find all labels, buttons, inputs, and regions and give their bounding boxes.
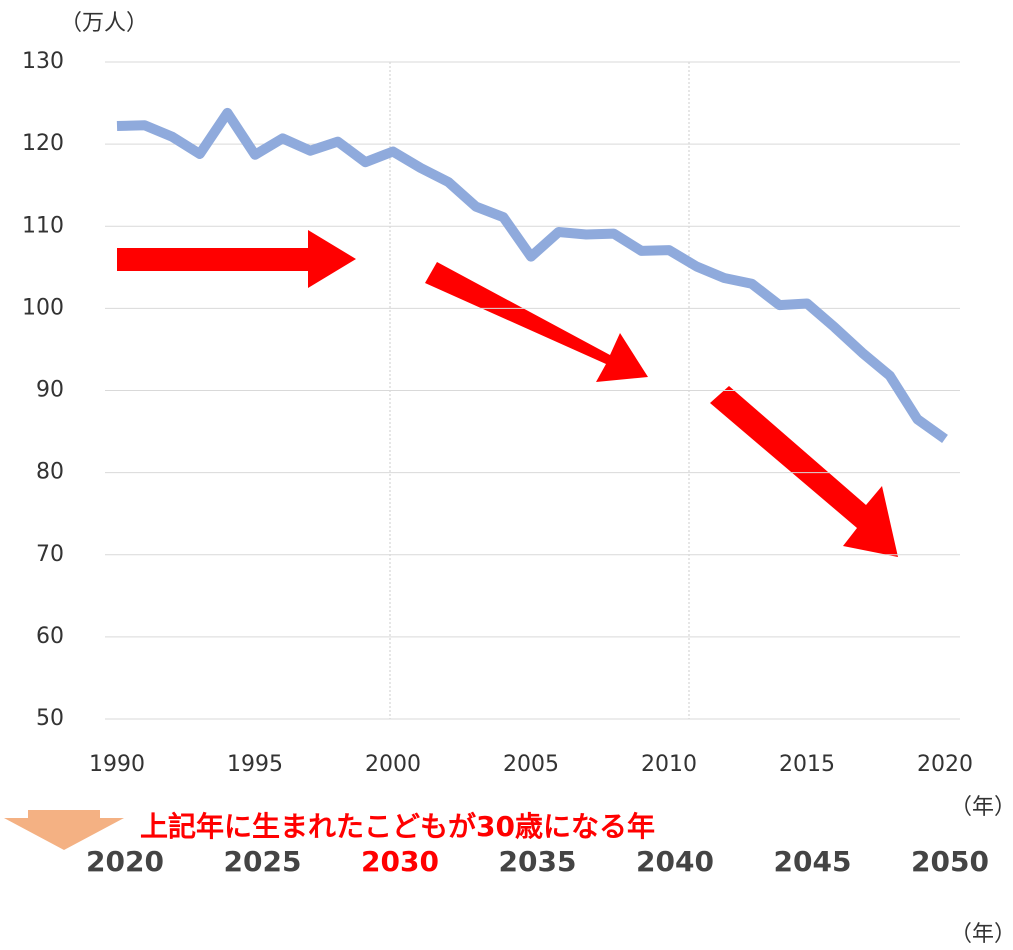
line	[116, 107, 948, 444]
secondary-label: 2030	[361, 845, 439, 878]
x-tick-label: 2000	[365, 752, 421, 777]
annotation: 上記年に生まれたこどもが30歳になる年	[140, 810, 655, 843]
arrow	[117, 230, 356, 288]
secondary-label: 2020	[86, 845, 164, 878]
x-tick-label: 2015	[779, 752, 835, 777]
secondary-label: 2035	[499, 845, 577, 878]
x-unit: （年）	[950, 795, 1013, 820]
x-tick-label: 2010	[641, 752, 697, 777]
x-tick-label: 1995	[227, 752, 283, 777]
arrow	[710, 386, 898, 557]
y-tick-label: 90	[36, 378, 64, 403]
secondary-label: 2040	[636, 845, 714, 878]
secondary-unit: （年）	[950, 922, 1013, 947]
y-tick-label: 60	[36, 624, 64, 649]
secondary-label: 2050	[911, 845, 989, 878]
y-tick-label: 100	[22, 295, 64, 320]
y-tick-label: 110	[22, 213, 64, 238]
down-arrow	[4, 810, 124, 850]
y-unit: （万人）	[60, 11, 148, 36]
x-tick-label: 1990	[89, 752, 145, 777]
x-tick-label: 2020	[917, 752, 973, 777]
arrow	[425, 262, 648, 382]
y-tick-label: 120	[22, 131, 64, 156]
y-tick-label: 50	[36, 706, 64, 731]
secondary-label: 2025	[224, 845, 302, 878]
y-tick-label: 80	[36, 460, 64, 485]
y-tick-label: 70	[36, 542, 64, 567]
secondary-label: 2045	[774, 845, 852, 878]
x-tick-label: 2005	[503, 752, 559, 777]
y-tick-label: 130	[22, 49, 64, 74]
